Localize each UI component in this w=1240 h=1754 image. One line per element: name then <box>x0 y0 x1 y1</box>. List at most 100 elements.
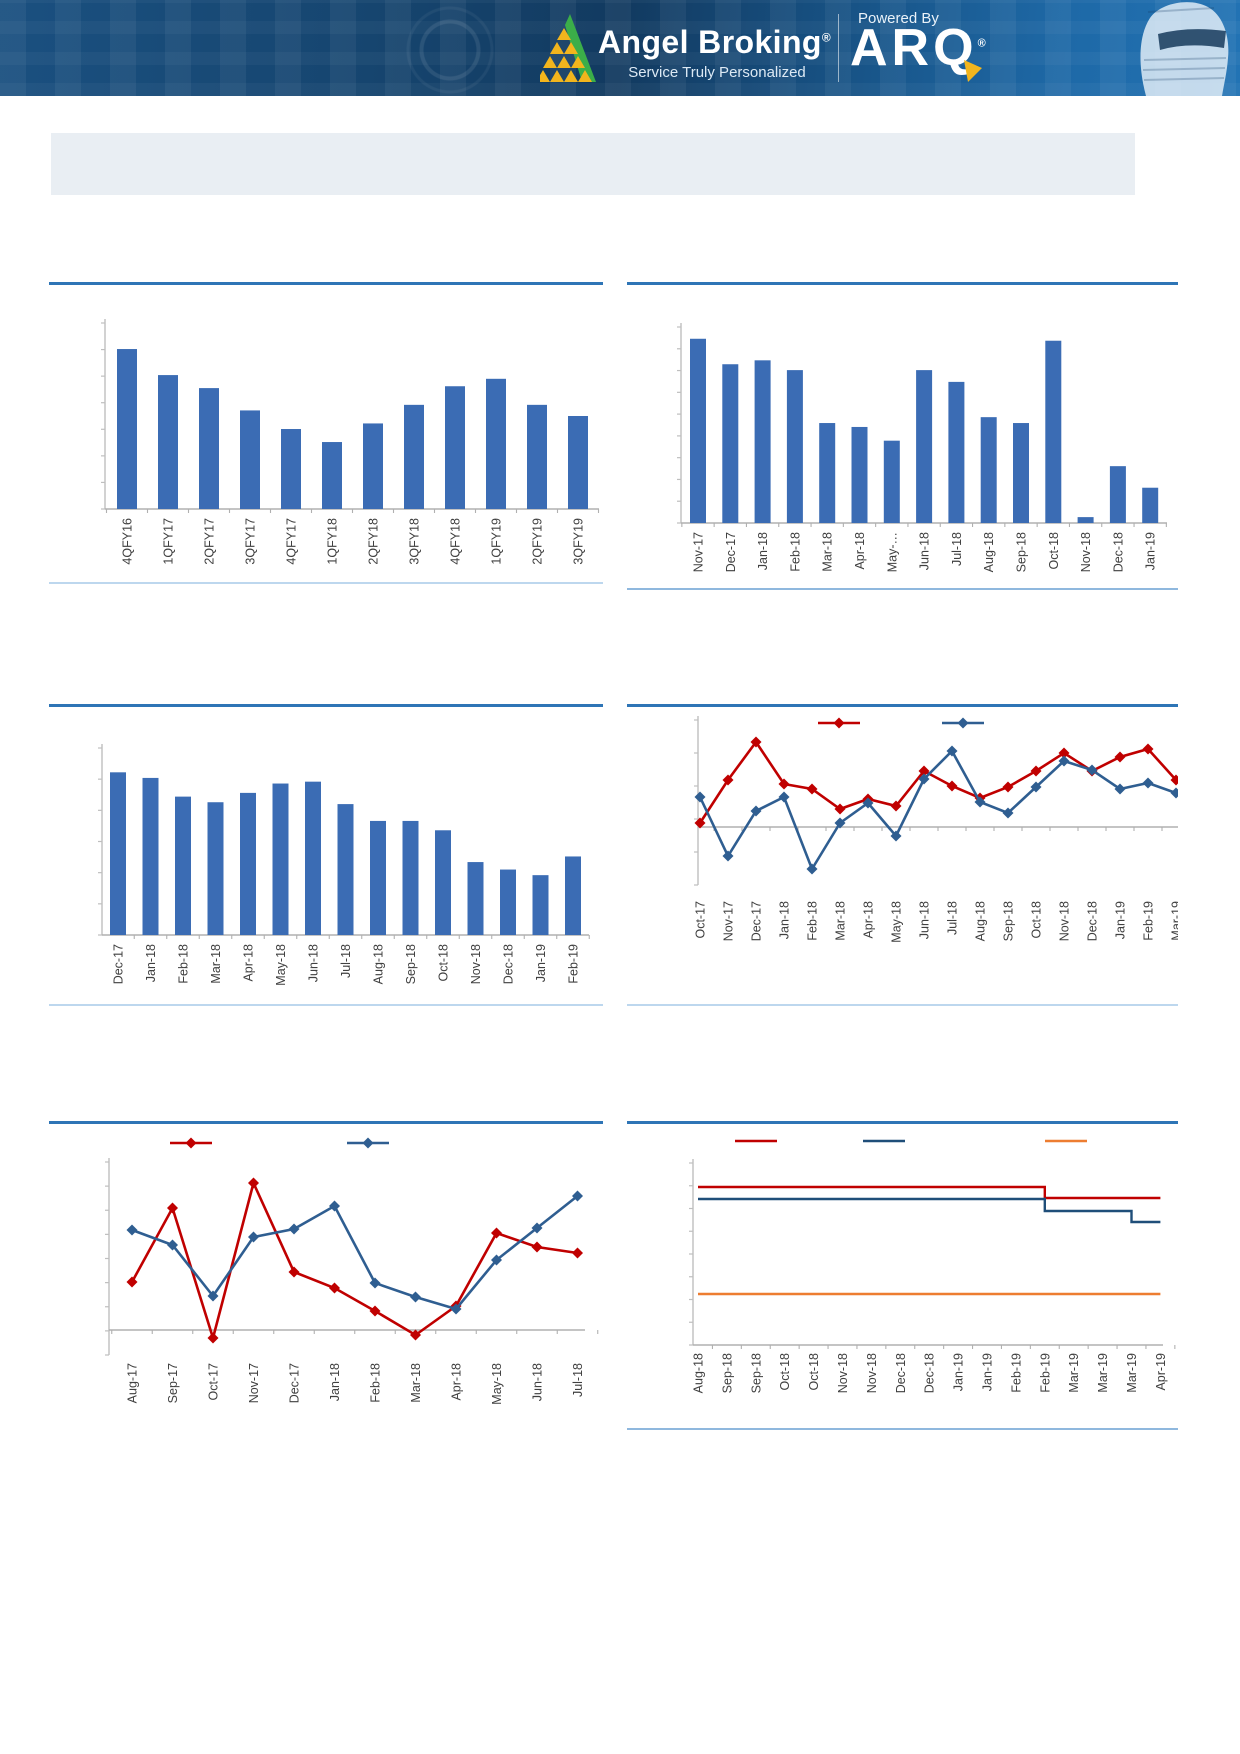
svg-text:Feb-18: Feb-18 <box>806 901 820 941</box>
svg-text:Jun-18: Jun-18 <box>531 1363 545 1401</box>
svg-text:Jan-18: Jan-18 <box>756 532 770 570</box>
svg-text:Oct-18: Oct-18 <box>1030 901 1044 939</box>
section-divider <box>49 1121 603 1124</box>
brand-name: Angel Broking® <box>598 24 832 60</box>
arq-arrow-icon <box>964 60 982 82</box>
svg-text:Aug-18: Aug-18 <box>974 901 988 941</box>
quarterly-bar-chart: 4QFY16 1QFY17 2QFY17 3QFY17 4QFY17 1QFY18 2QFY… <box>101 319 600 565</box>
svg-text:Mar-18: Mar-18 <box>209 944 223 984</box>
svg-text:Oct-17: Oct-17 <box>694 901 708 939</box>
svg-text:Apr-19: Apr-19 <box>1154 1353 1168 1391</box>
svg-text:Nov-17: Nov-17 <box>722 901 736 941</box>
svg-text:Nov-18: Nov-18 <box>469 944 483 984</box>
svg-text:Jul-18: Jul-18 <box>571 1363 585 1397</box>
section-divider <box>49 282 603 285</box>
dual-line-chart-section: Aug-17 Sep-17 Oct-17 Nov-17 Dec-17 Jan-18 Feb-… <box>49 1121 603 1421</box>
brand-registered-mark: ® <box>821 30 832 45</box>
svg-text:Sep-18: Sep-18 <box>404 944 418 984</box>
section-bottom-border <box>627 1004 1178 1006</box>
svg-text:Dec-17: Dec-17 <box>724 532 738 572</box>
svg-text:2QFY19: 2QFY19 <box>531 518 545 565</box>
svg-text:1QFY19: 1QFY19 <box>490 518 504 565</box>
svg-text:Mar-19: Mar-19 <box>1096 1353 1110 1393</box>
svg-text:Feb-19: Feb-19 <box>567 944 581 984</box>
svg-text:Jan-19: Jan-19 <box>534 944 548 982</box>
svg-text:Jan-19: Jan-19 <box>1114 901 1128 939</box>
svg-text:Aug-18: Aug-18 <box>692 1353 706 1393</box>
svg-text:Jul-18: Jul-18 <box>950 532 964 566</box>
svg-text:Dec-17: Dec-17 <box>750 901 764 941</box>
svg-text:Mar-18: Mar-18 <box>834 901 848 941</box>
svg-text:Apr-18: Apr-18 <box>242 944 256 982</box>
svg-text:Mar-19: Mar-19 <box>1170 901 1179 941</box>
svg-text:Jan-19: Jan-19 <box>1144 532 1158 570</box>
dual-line-chart-monthly-section: Oct-17 Nov-17 Dec-17 Jan-18 Feb-18 Mar-18 Apr-… <box>627 704 1178 1006</box>
svg-text:Apr-18: Apr-18 <box>853 532 867 570</box>
svg-text:2QFY17: 2QFY17 <box>203 518 217 565</box>
quarterly-bar-chart-section: 4QFY16 1QFY17 2QFY17 3QFY17 4QFY17 1QFY18 2QFY… <box>49 282 603 584</box>
svg-text:Aug-18: Aug-18 <box>372 944 386 984</box>
svg-text:Sep-18: Sep-18 <box>1015 532 1029 572</box>
svg-text:Sep-18: Sep-18 <box>720 1353 734 1393</box>
section-divider <box>627 704 1178 707</box>
svg-text:Apr-18: Apr-18 <box>450 1363 464 1401</box>
section-bottom-border <box>49 582 603 584</box>
monthly-bar-chart-b-section: Dec-17 Jan-18 Feb-18 Mar-18 Apr-18 May-18 Jun-… <box>49 704 603 1006</box>
svg-text:May-18: May-18 <box>274 944 288 986</box>
svg-text:Nov-18: Nov-18 <box>836 1353 850 1393</box>
svg-text:Oct-18: Oct-18 <box>778 1353 792 1391</box>
svg-text:Nov-18: Nov-18 <box>1058 901 1072 941</box>
triple-step-line-chart: Aug-18 Sep-18 Sep-18 Oct-18 Oct-18 Nov-18 Nov-… <box>689 1139 1176 1393</box>
svg-text:Feb-19: Feb-19 <box>1038 1353 1052 1393</box>
svg-text:2QFY18: 2QFY18 <box>367 518 381 565</box>
svg-text:Dec-18: Dec-18 <box>502 944 516 984</box>
svg-text:Jun-18: Jun-18 <box>307 944 321 982</box>
svg-text:Jan-19: Jan-19 <box>981 1353 995 1391</box>
powered-by-label: Powered By <box>858 10 939 27</box>
svg-text:Dec-18: Dec-18 <box>1111 532 1125 572</box>
dual-line-chart-monthly: Oct-17 Nov-17 Dec-17 Jan-18 Feb-18 Mar-18 Apr-… <box>694 716 1179 943</box>
svg-text:Mar-19: Mar-19 <box>1125 1353 1139 1393</box>
svg-text:Feb-19: Feb-19 <box>1142 901 1156 941</box>
svg-text:3QFY17: 3QFY17 <box>244 518 258 565</box>
svg-text:Jan-18: Jan-18 <box>778 901 792 939</box>
angel-broking-triangle-icon <box>540 14 596 82</box>
svg-text:May-18: May-18 <box>890 901 904 943</box>
svg-text:Jun-18: Jun-18 <box>918 901 932 939</box>
svg-text:Jan-18: Jan-18 <box>144 944 158 982</box>
angel-broking-logo: Angel Broking® Service Truly Personalize… <box>540 8 840 90</box>
section-divider <box>627 282 1178 285</box>
svg-text:Feb-18: Feb-18 <box>788 532 802 572</box>
svg-text:Jan-18: Jan-18 <box>328 1363 342 1401</box>
robot-face-graphic <box>1140 2 1229 96</box>
svg-text:Jun-18: Jun-18 <box>918 532 932 570</box>
triple-step-line-chart-section: Aug-18 Sep-18 Sep-18 Oct-18 Oct-18 Nov-18 Nov-… <box>627 1121 1178 1430</box>
svg-text:Dec-18: Dec-18 <box>1086 901 1100 941</box>
svg-text:Sep-18: Sep-18 <box>749 1353 763 1393</box>
header-band: Angel Broking® Service Truly Personalize… <box>0 0 1240 96</box>
svg-text:Jul-18: Jul-18 <box>339 944 353 978</box>
svg-text:Nov-17: Nov-17 <box>247 1363 261 1403</box>
svg-text:Feb-19: Feb-19 <box>1009 1353 1023 1393</box>
svg-text:Aug-17: Aug-17 <box>126 1363 140 1403</box>
monthly-bar-chart-a-section: Nov-17 Dec-17 Jan-18 Feb-18 Mar-18 Apr-18 May-… <box>627 282 1178 590</box>
monthly-bar-chart-b: Dec-17 Jan-18 Feb-18 Mar-18 Apr-18 May-18 Jun-… <box>98 744 590 986</box>
svg-text:Sep-18: Sep-18 <box>1002 901 1016 941</box>
section-bottom-border <box>49 1004 603 1006</box>
svg-text:Mar-18: Mar-18 <box>821 532 835 572</box>
svg-text:Jul-18: Jul-18 <box>946 901 960 935</box>
section-bottom-border <box>627 1428 1178 1430</box>
svg-text:3QFY19: 3QFY19 <box>572 518 586 565</box>
svg-text:Apr-18: Apr-18 <box>862 901 876 939</box>
arq-logo: ARQ® <box>850 19 986 77</box>
svg-text:Oct-17: Oct-17 <box>207 1363 221 1401</box>
svg-text:Dec-17: Dec-17 <box>112 944 126 984</box>
svg-text:Feb-18: Feb-18 <box>177 944 191 984</box>
svg-text:4QFY17: 4QFY17 <box>285 518 299 565</box>
svg-text:Sep-17: Sep-17 <box>166 1363 180 1403</box>
svg-text:Oct-18: Oct-18 <box>1047 532 1061 570</box>
svg-text:Nov-18: Nov-18 <box>865 1353 879 1393</box>
svg-text:Jan-19: Jan-19 <box>952 1353 966 1391</box>
svg-text:Oct-18: Oct-18 <box>807 1353 821 1391</box>
svg-text:Dec-17: Dec-17 <box>288 1363 302 1403</box>
